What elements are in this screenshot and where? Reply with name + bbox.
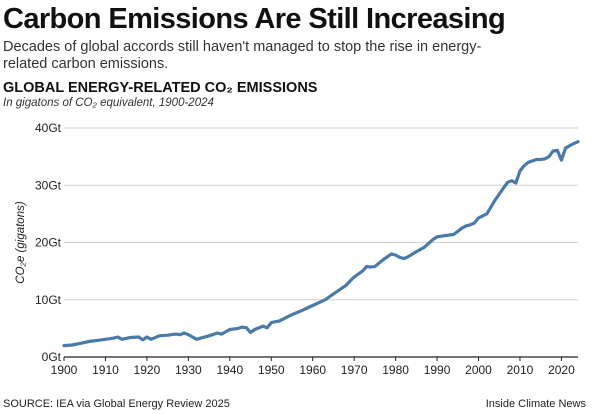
x-tick-label: 1990 xyxy=(424,363,451,377)
x-tick-label: 1960 xyxy=(299,363,326,377)
headline: Carbon Emissions Are Still Increasing xyxy=(3,3,506,35)
credit-note: Inside Climate News xyxy=(485,398,586,410)
x-tick-label: 2020 xyxy=(548,363,575,377)
dek: Decades of global accords still haven't … xyxy=(3,39,482,72)
x-tick-label: 2010 xyxy=(507,363,534,377)
x-tick-label: 1970 xyxy=(341,363,368,377)
x-tick-label: 1900 xyxy=(51,363,78,377)
series-layer xyxy=(62,140,580,348)
source-note: SOURCE: IEA via Global Energy Review 202… xyxy=(3,398,230,410)
chart-title: GLOBAL ENERGY-RELATED CO₂ EMISSIONS xyxy=(3,80,318,96)
x-tick-label: 1930 xyxy=(175,363,202,377)
chart-subtitle: In gigatons of CO₂ equivalent, 1900-2024 xyxy=(3,97,214,109)
y-tick-label: 30Gt xyxy=(35,178,62,192)
x-tick-label: 1980 xyxy=(382,363,409,377)
x-tick-label: 1950 xyxy=(258,363,285,377)
y-axis-title: CO₂e (gigatons) xyxy=(15,201,27,284)
y-tick-label: 10Gt xyxy=(35,293,62,307)
x-tick-label: 2000 xyxy=(465,363,492,377)
emissions-series-line xyxy=(62,140,580,348)
x-tick-label: 1910 xyxy=(92,363,119,377)
x-tick-label: 1940 xyxy=(216,363,243,377)
tick-labels: 0Gt 10Gt 20Gt 30Gt 40Gt 1900 1910 1920 1930 1940 1… xyxy=(15,121,575,377)
y-tick-label: 20Gt xyxy=(35,236,62,250)
gridlines xyxy=(64,127,578,301)
x-tick-label: 1920 xyxy=(134,363,161,377)
y-tick-label: 0Gt xyxy=(42,350,62,364)
y-tick-label: 40Gt xyxy=(35,121,62,135)
axes xyxy=(63,356,578,361)
